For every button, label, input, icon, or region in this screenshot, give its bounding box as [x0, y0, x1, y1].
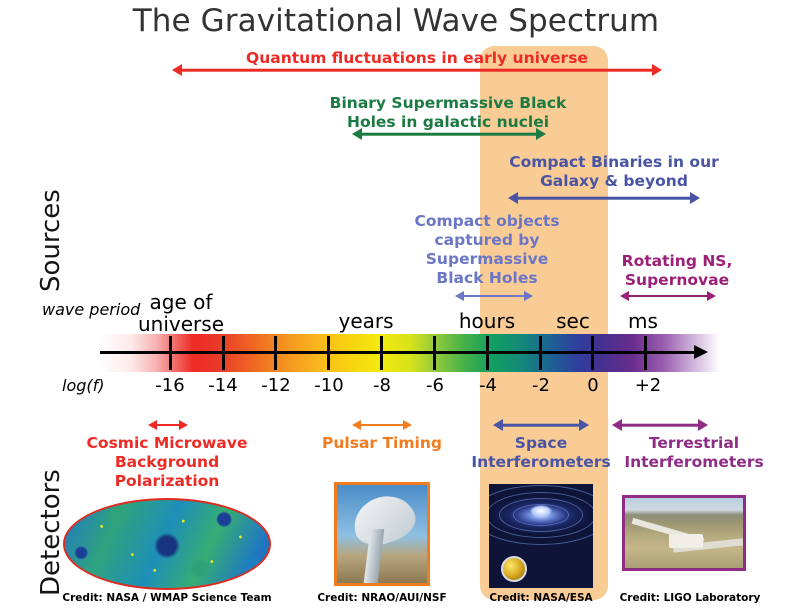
- axis-tick-label: -16: [155, 375, 185, 396]
- credit-terrestrial-interferometers: Credit: LIGO Laboratory: [619, 592, 761, 604]
- source-label-rotating-ns-line2: Supernovae: [624, 271, 730, 289]
- detector-label-cmb-line3: Polarization: [114, 472, 220, 490]
- source-label-binary-smbh-line2: Holes in galactic nuclei: [346, 113, 550, 131]
- detector-arrow-pulsar-timing: [352, 418, 412, 432]
- source-arrow-rotating-ns: [620, 289, 716, 303]
- source-label-binary-smbh-line1: Binary Supermassive Black: [329, 94, 567, 112]
- radio-telescope-image: [334, 482, 430, 586]
- source-arrow-emri: [455, 289, 533, 303]
- detector-label-cmb-line2: Background: [114, 453, 220, 471]
- logf-label: log(f): [62, 376, 105, 395]
- period-age-line2: universe: [138, 312, 224, 337]
- credit-pulsar-timing: Credit: NRAO/AUI/NSF: [317, 592, 447, 604]
- axis-tick: [222, 336, 225, 370]
- axis-tick: [486, 336, 489, 370]
- wave-period-label: wave period: [42, 300, 141, 319]
- detector-label-space-line2: Interferometers: [471, 453, 611, 471]
- period-label-sec: sec: [556, 309, 590, 333]
- axis-tick-label: -14: [208, 375, 238, 396]
- ligo-observatory-image: [622, 495, 746, 571]
- axis-tick-label: -12: [261, 375, 291, 396]
- frequency-axis-arrowhead: [694, 345, 708, 359]
- axis-tick-label: -4: [479, 375, 497, 396]
- source-label-emri-line3: Supermassive: [425, 250, 549, 268]
- source-arrow-binary-smbh: [352, 127, 546, 141]
- source-arrow-quantum-fluctuations: [172, 63, 662, 77]
- detector-arrow-terrestrial-interferometers: [612, 418, 708, 432]
- axis-tick: [433, 336, 436, 370]
- axis-tick-label: -2: [532, 375, 550, 396]
- axis-tick: [380, 336, 383, 370]
- detector-label-terrestrial-line2: Interferometers: [624, 453, 764, 471]
- sources-axis-label: Sources: [36, 189, 66, 292]
- axis-tick-label: -6: [426, 375, 444, 396]
- detector-label-pulsar-timing: Pulsar Timing: [322, 434, 442, 452]
- detector-arrow-cmb: [148, 418, 188, 432]
- axis-tick-label: -8: [373, 375, 391, 396]
- axis-tick: [591, 336, 594, 370]
- axis-tick: [644, 336, 647, 370]
- space-interferometer-image: [489, 484, 593, 588]
- source-label-compact-binaries-line1: Compact Binaries in our: [509, 153, 719, 171]
- source-label-emri-line4: Black Holes: [436, 269, 538, 287]
- period-label-years: years: [338, 309, 394, 333]
- axis-tick-label: +2: [634, 375, 662, 396]
- detector-label-terrestrial-line1: Terrestrial: [648, 434, 740, 452]
- period-label-ms: ms: [628, 309, 658, 333]
- cmb-map-image: [63, 498, 271, 590]
- source-arrow-compact-binaries: [508, 191, 700, 205]
- frequency-axis-line: [100, 351, 696, 354]
- detector-label-space-line1: Space: [514, 434, 568, 452]
- source-label-emri-line1: Compact objects: [414, 212, 560, 230]
- axis-tick-label: 0: [587, 375, 599, 396]
- axis-tick: [327, 336, 330, 370]
- page-title: The Gravitational Wave Spectrum: [132, 3, 660, 39]
- detector-label-cmb-line1: Cosmic Microwave: [86, 434, 248, 452]
- axis-tick-label: -10: [314, 375, 344, 396]
- source-label-compact-binaries-line2: Galaxy & beyond: [540, 172, 688, 190]
- axis-tick: [169, 336, 172, 370]
- period-label-hours: hours: [458, 309, 516, 333]
- credit-cmb: Credit: NASA / WMAP Science Team: [62, 592, 272, 604]
- detectors-axis-label: Detectors: [36, 469, 66, 596]
- credit-space-interferometers: Credit: NASA/ESA: [489, 592, 593, 604]
- source-label-emri-line2: captured by: [434, 231, 540, 249]
- period-age-line1: age of: [149, 290, 213, 314]
- axis-tick: [274, 336, 277, 370]
- source-label-quantum-fluctuations: Quantum fluctuations in early universe: [246, 49, 588, 67]
- detector-arrow-space-interferometers: [493, 418, 589, 432]
- axis-tick: [539, 336, 542, 370]
- source-label-rotating-ns-line1: Rotating NS,: [621, 252, 733, 270]
- period-label-age-of-universe: age of universe: [138, 291, 224, 336]
